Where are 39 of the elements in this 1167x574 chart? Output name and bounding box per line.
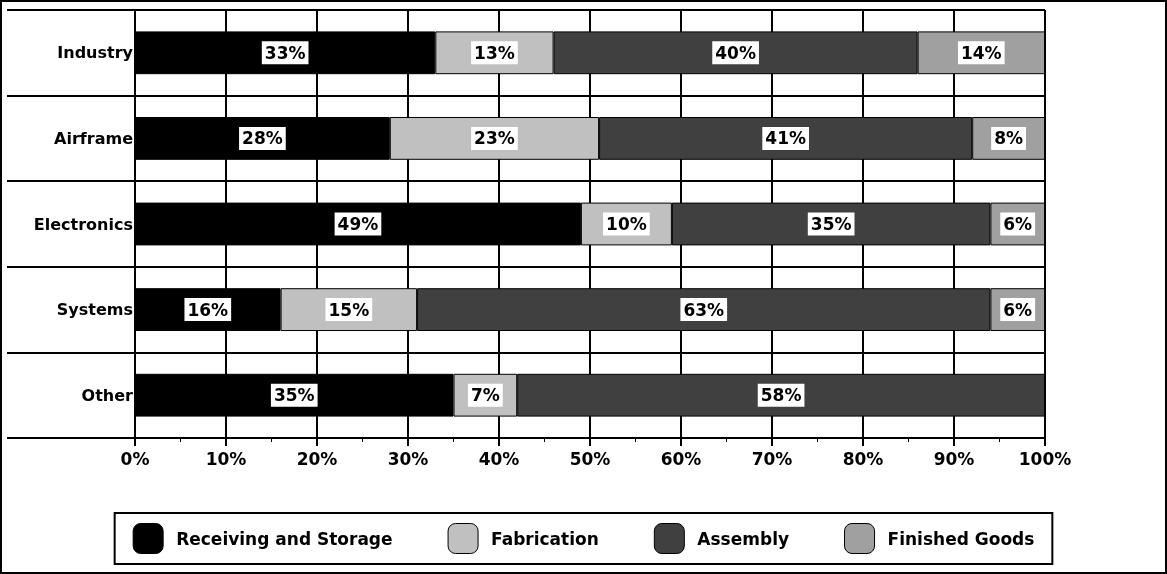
legend-label: Assembly xyxy=(697,528,790,549)
x-tick-label: 50% xyxy=(569,448,611,469)
legend-label: Finished Goods xyxy=(887,528,1035,549)
x-tick-label: 30% xyxy=(387,448,429,469)
data-label: 33% xyxy=(264,42,306,63)
x-tick-label: 10% xyxy=(205,448,247,469)
x-tick-label: 40% xyxy=(478,448,520,469)
legend-label: Receiving and Storage xyxy=(176,528,393,549)
data-label: 10% xyxy=(606,214,647,234)
data-label: 15% xyxy=(328,299,370,320)
data-label: 41% xyxy=(765,128,806,149)
y-tick-label: Industry xyxy=(57,43,134,63)
x-tick-label: 20% xyxy=(296,448,338,469)
data-label: 35% xyxy=(273,385,315,406)
data-label: 28% xyxy=(242,128,283,149)
y-tick-label: Electronics xyxy=(33,214,133,234)
y-tick-label: Other xyxy=(81,385,134,405)
data-label: 23% xyxy=(474,128,515,149)
data-label: 16% xyxy=(187,299,229,320)
data-label: 6% xyxy=(1003,299,1033,320)
x-tick-label: 80% xyxy=(842,448,884,469)
y-tick-label: Systems xyxy=(56,300,133,320)
data-label: 13% xyxy=(474,42,515,63)
data-label: 40% xyxy=(715,42,756,63)
legend-label: Fabrication xyxy=(491,528,599,549)
y-tick-label: Airframe xyxy=(54,128,134,148)
x-tick-label: 70% xyxy=(751,448,793,469)
data-label: 49% xyxy=(337,214,379,234)
data-label: 7% xyxy=(470,385,500,406)
data-label: 63% xyxy=(683,299,725,320)
data-label: 35% xyxy=(810,214,852,234)
data-label: 8% xyxy=(994,128,1024,149)
x-tick-label: 100% xyxy=(1018,448,1072,469)
x-tick-label: 90% xyxy=(933,448,975,469)
data-label: 6% xyxy=(1003,214,1033,234)
data-label: 58% xyxy=(760,385,802,406)
data-label: 14% xyxy=(960,42,1002,63)
x-tick-label: 60% xyxy=(660,448,702,469)
x-tick-label: 0% xyxy=(120,448,150,469)
